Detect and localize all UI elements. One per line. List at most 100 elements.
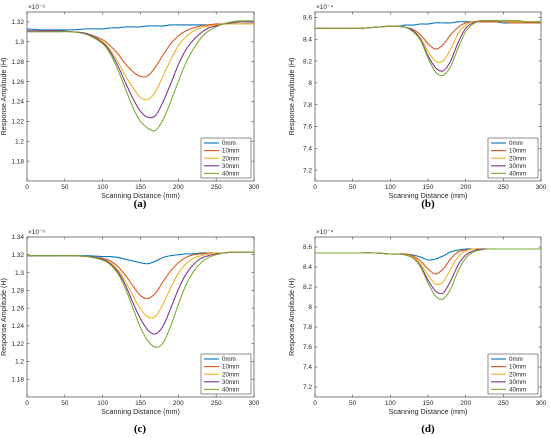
x-tick-label: 200 [173, 184, 184, 191]
y-tick-label: 7.2 [303, 167, 312, 174]
x-tick-label: 250 [211, 400, 222, 407]
series-line-40mm [315, 248, 541, 300]
x-axis-label: Scanning Distance (mm) [101, 407, 180, 416]
legend-label-30mm: 30mm [509, 379, 526, 386]
y-tick-label: 8 [308, 80, 312, 87]
y-tick-label: 1.26 [11, 79, 24, 86]
series-line-40mm [27, 251, 254, 348]
x-tick-label: 200 [460, 400, 471, 407]
x-tick-label: 0 [313, 184, 317, 191]
legend-label-40mm: 40mm [222, 171, 239, 178]
caption-1: (a) [134, 198, 147, 210]
y-tick-label: 1.34 [11, 234, 24, 241]
legend-label-0mm: 0mm [222, 356, 236, 363]
x-tick-label: 100 [97, 400, 108, 407]
x-tick-label: 50 [61, 184, 69, 191]
y-tick-label: 1.24 [11, 323, 24, 330]
y-tick-label: 8.4 [303, 264, 312, 271]
y-tick-label: 7.4 [303, 145, 312, 152]
y-tick-label: 1.3 [15, 270, 24, 277]
x-tick-label: 150 [423, 400, 434, 407]
y-exponent-label: ×10⁻⁴ [316, 4, 333, 11]
y-tick-label: 7.2 [303, 384, 312, 391]
y-exponent-label: ×10⁻⁴ [316, 229, 333, 236]
legend-label-10mm: 10mm [509, 364, 526, 371]
x-tick-label: 300 [536, 184, 547, 191]
legend-label-40mm: 40mm [509, 171, 526, 178]
legend-label-20mm: 20mm [509, 371, 526, 378]
legend-label-10mm: 10mm [222, 364, 239, 371]
y-axis-label: Response Amplitude (H) [287, 278, 296, 356]
y-tick-label: 7.6 [303, 124, 312, 131]
y-tick-label: 1.2 [15, 138, 24, 145]
x-tick-label: 0 [25, 400, 29, 407]
chart-panel-3: 0 50 100 150 200 250 300 1.18 1.2 1.22 1.24 1.26 1.2… [0, 229, 260, 416]
caption-3: (c) [134, 423, 147, 435]
chart-panel-2: 0 50 100 150 200 250 300 7.2 7.4 7.6 7.8 8 8.2 8.4 8.6… [287, 4, 547, 200]
y-tick-label: 1.3 [15, 39, 24, 46]
x-tick-label: 150 [135, 184, 146, 191]
y-tick-label: 8.6 [303, 15, 312, 22]
y-tick-label: 7.8 [303, 102, 312, 109]
y-tick-label: 8.6 [303, 244, 312, 251]
y-tick-label: 1.26 [11, 305, 24, 312]
y-tick-label: 8 [308, 304, 312, 311]
x-tick-label: 250 [498, 400, 509, 407]
y-axis-label: Response Amplitude (H) [287, 58, 296, 136]
y-tick-label: 7.8 [303, 324, 312, 331]
y-tick-label: 1.22 [11, 119, 24, 126]
x-tick-label: 250 [498, 184, 509, 191]
x-tick-label: 200 [460, 184, 471, 191]
legend-label-10mm: 10mm [222, 148, 239, 155]
y-tick-label: 8.2 [303, 58, 312, 65]
y-tick-label: 1.18 [11, 158, 24, 165]
y-tick-label: 8.4 [303, 36, 312, 43]
x-tick-label: 150 [423, 184, 434, 191]
x-tick-label: 150 [135, 400, 146, 407]
legend-label-40mm: 40mm [222, 387, 239, 394]
x-tick-label: 50 [349, 184, 357, 191]
y-tick-label: 1.32 [11, 19, 24, 26]
x-tick-label: 100 [385, 184, 396, 191]
x-axis-label: Scanning Distance (mm) [389, 191, 468, 200]
y-tick-label: 8.2 [303, 284, 312, 291]
y-tick-label: 1.2 [15, 359, 24, 366]
series-line-40mm [27, 20, 254, 132]
legend-label-20mm: 20mm [222, 371, 239, 378]
y-exponent-label: ×10⁻³ [28, 4, 45, 11]
y-exponent-label: ×10⁻³ [28, 229, 45, 236]
legend-label-30mm: 30mm [222, 379, 239, 386]
x-tick-label: 100 [385, 400, 396, 407]
legend-label-40mm: 40mm [509, 387, 526, 394]
y-tick-label: 7.6 [303, 344, 312, 351]
legend-label-30mm: 30mm [509, 163, 526, 170]
y-tick-label: 1.22 [11, 341, 24, 348]
y-axis-label: Response Amplitude (H) [0, 278, 8, 356]
x-tick-label: 300 [249, 400, 260, 407]
x-axis-label: Scanning Distance (mm) [101, 191, 180, 200]
x-tick-label: 300 [536, 400, 547, 407]
legend-label-10mm: 10mm [509, 148, 526, 155]
legend-label-20mm: 20mm [509, 155, 526, 162]
x-tick-label: 300 [249, 184, 260, 191]
y-tick-label: 1.18 [11, 376, 24, 383]
chart-panel-4: 0 50 100 150 200 250 300 7.2 7.4 7.6 7.8 8 8.2 8.4 8.6… [287, 229, 547, 416]
legend-label-30mm: 30mm [222, 163, 239, 170]
y-tick-label: 1.28 [11, 288, 24, 295]
legend-label-0mm: 0mm [509, 140, 523, 147]
legend-label-0mm: 0mm [222, 140, 236, 147]
legend-label-0mm: 0mm [509, 356, 523, 363]
x-tick-label: 100 [97, 184, 108, 191]
y-axis-label: Response Amplitude (H) [0, 58, 8, 136]
y-tick-label: 1.32 [11, 252, 24, 259]
y-tick-label: 1.24 [11, 99, 24, 106]
y-tick-label: 1.28 [11, 59, 24, 66]
x-tick-label: 0 [313, 400, 317, 407]
x-tick-label: 0 [25, 184, 29, 191]
caption-2: (b) [421, 198, 435, 210]
